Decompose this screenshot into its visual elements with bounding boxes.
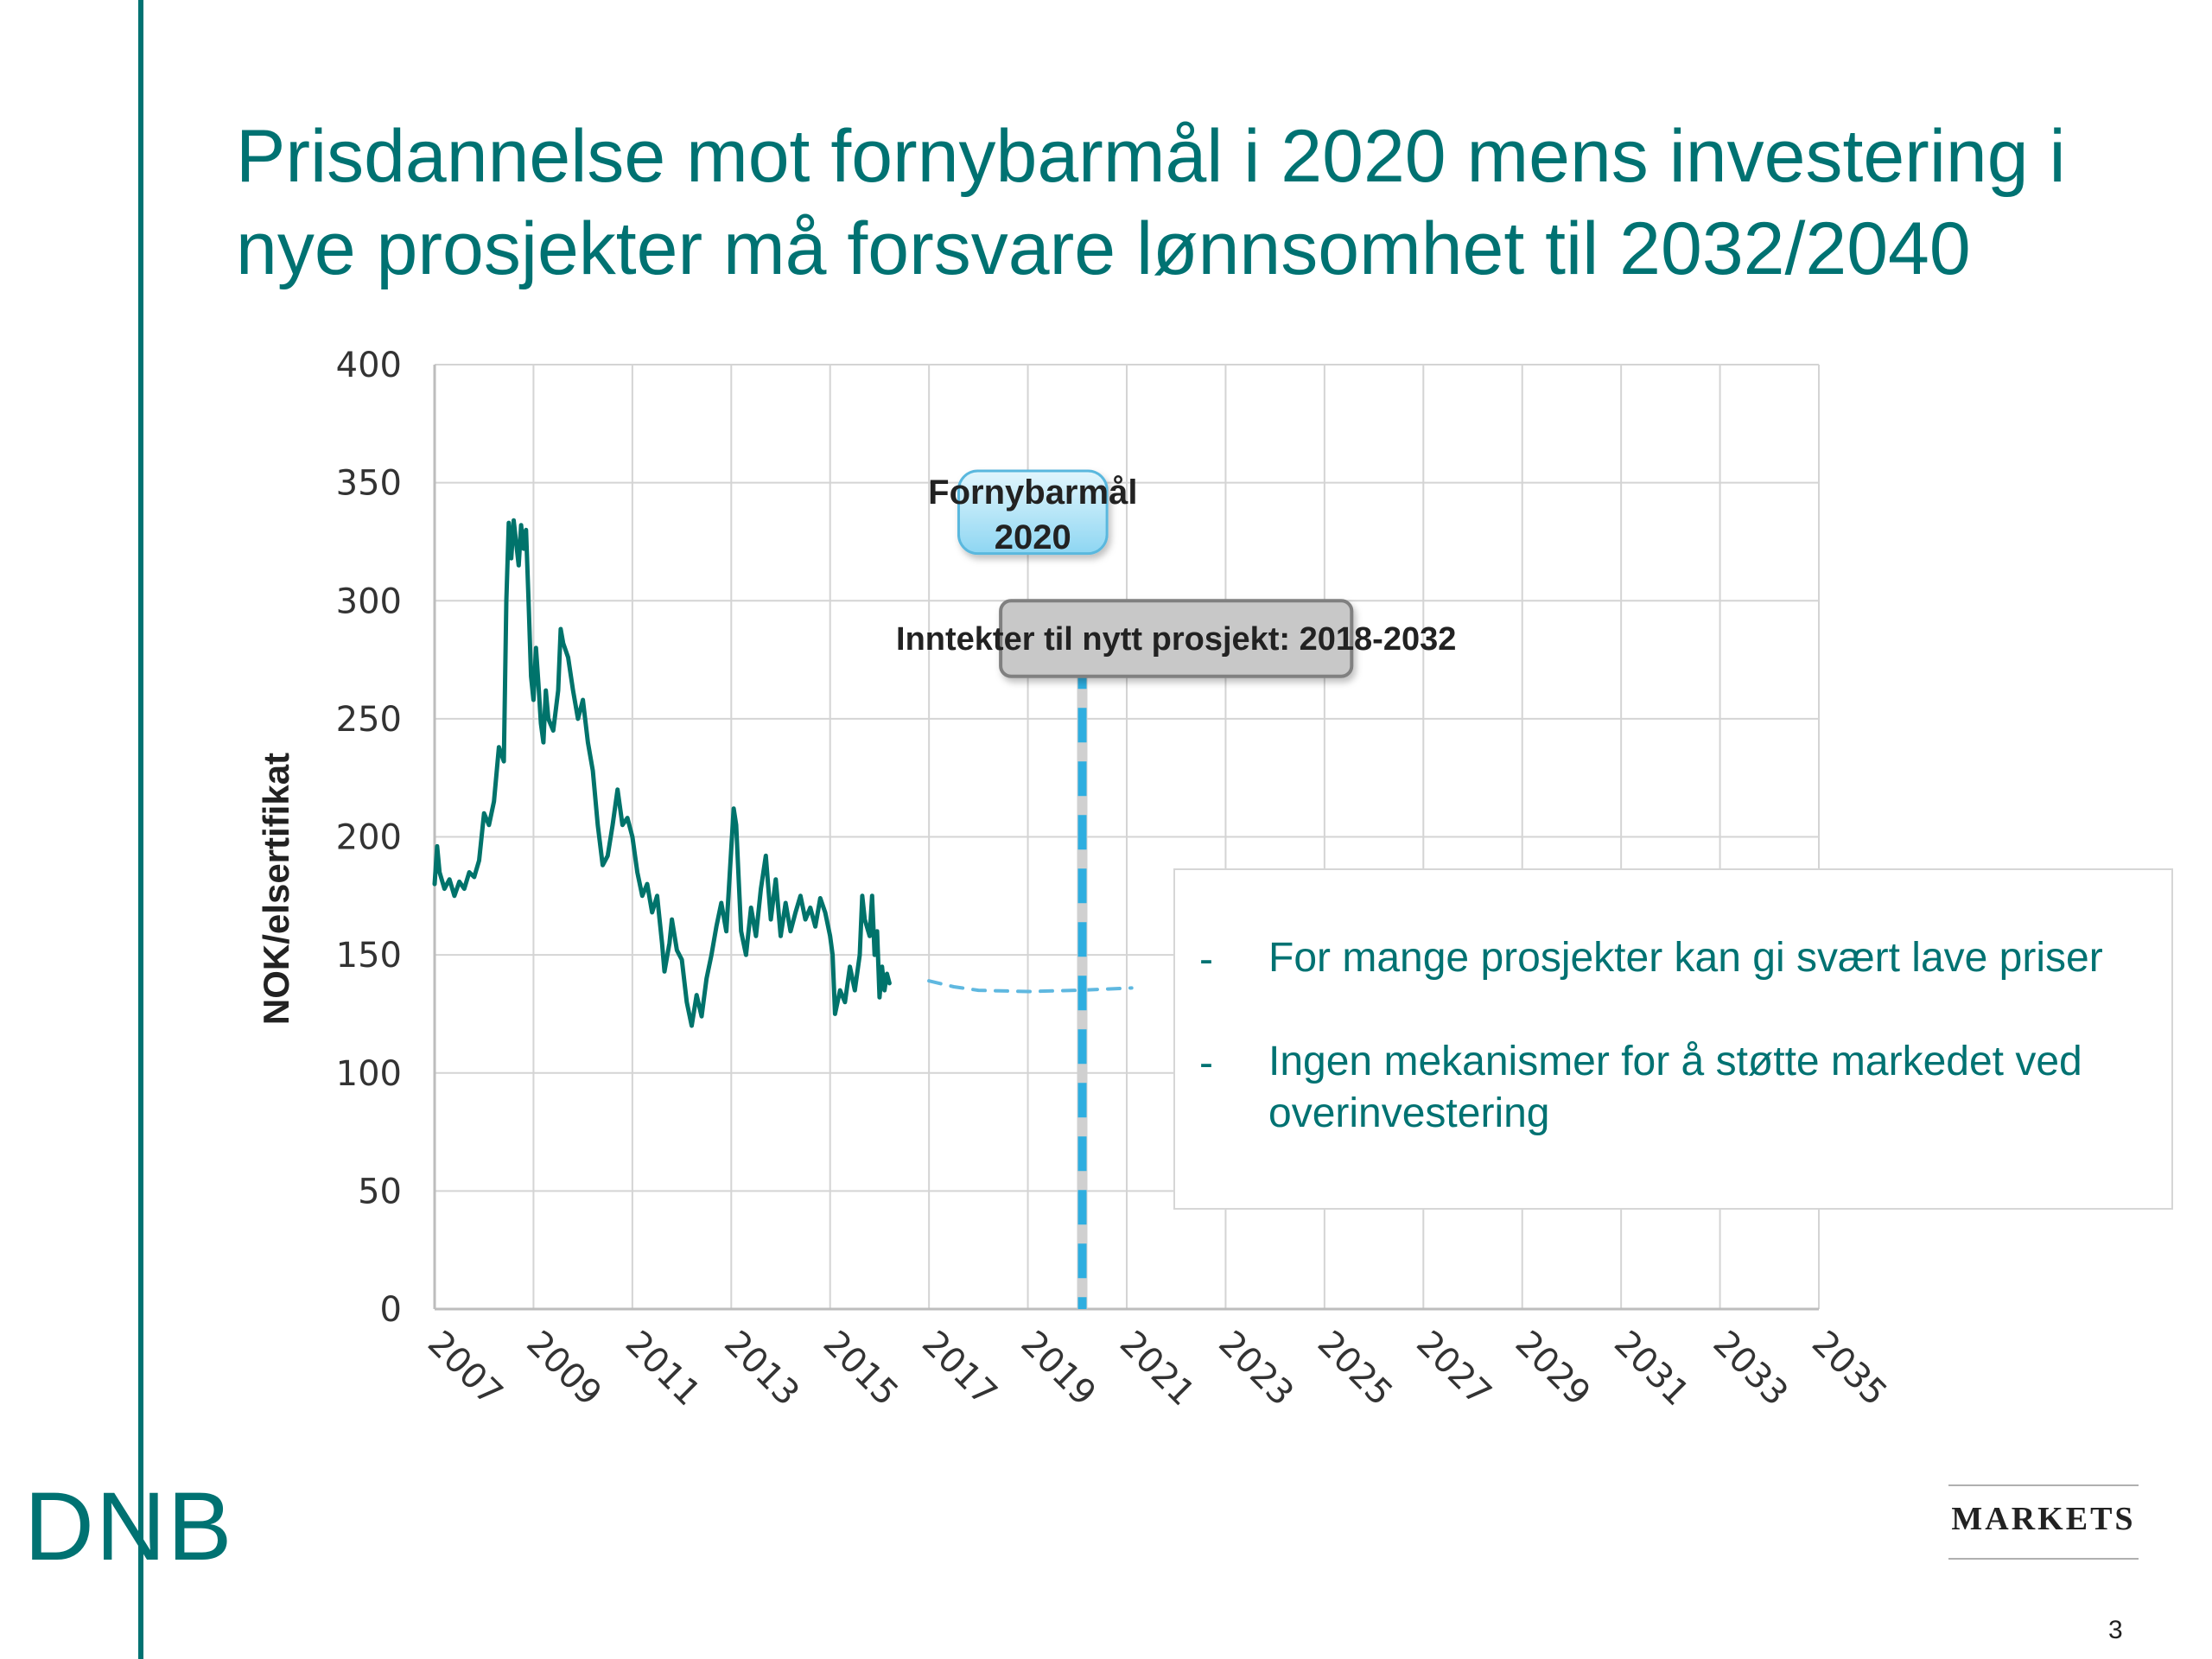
x-tick-label-2013: 2013 bbox=[716, 1324, 807, 1414]
y-tick-label-0: 0 bbox=[380, 1290, 402, 1330]
forecast-dashed-line bbox=[927, 979, 1134, 994]
x-tick-label-2029: 2029 bbox=[1508, 1324, 1599, 1414]
title-line-2: nye prosjekter må forsvare lønnsomhet ti… bbox=[236, 207, 1971, 290]
revenue-period-label: Inntekter til nytt prosjekt: 2018-2032 bbox=[896, 599, 1456, 678]
fornybarmal-label-line-1: Fornybarmål bbox=[928, 474, 1137, 512]
x-tick-label-2027: 2027 bbox=[1408, 1324, 1499, 1414]
y-tick-label-50: 50 bbox=[358, 1172, 402, 1211]
revenue-period-text: Inntekter til nytt prosjekt: 2018-2032 bbox=[896, 621, 1456, 658]
title-line-1: Prisdannelse mot fornybarmål i 2020 mens… bbox=[236, 115, 2066, 198]
markets-brand: MARKETS bbox=[1951, 1501, 2136, 1537]
historical-price-line bbox=[432, 518, 892, 1028]
x-tick-label-2033: 2033 bbox=[1706, 1324, 1796, 1414]
y-axis-ticks: 0 50 100 150 200 250 300 350 400 bbox=[336, 346, 402, 1330]
slide-title: Prisdannelse mot fornybarmål i 2020 mens… bbox=[236, 111, 2163, 296]
x-tick-label-2025: 2025 bbox=[1310, 1324, 1401, 1414]
x-tick-label-2007: 2007 bbox=[420, 1324, 511, 1414]
fornybarmal-label: Fornybarmål 2020 bbox=[928, 469, 1137, 556]
y-tick-label-300: 300 bbox=[336, 582, 402, 621]
bullet-text-2: Ingen mekanismer for å støtte markedet v… bbox=[1268, 1039, 2082, 1136]
bullet-marker-1: - bbox=[1199, 937, 1213, 982]
x-tick-label-2009: 2009 bbox=[518, 1324, 609, 1414]
y-tick-label-150: 150 bbox=[336, 936, 402, 976]
x-axis-ticks: 2007 2009 2011 2013 2015 2017 2019 2021 2023 2025… bbox=[420, 1324, 1895, 1414]
page-number: 3 bbox=[2108, 1616, 2123, 1644]
y-axis-label: NOK/elsertifikat bbox=[256, 753, 296, 1025]
x-tick-label-2019: 2019 bbox=[1014, 1324, 1104, 1414]
bullet-text-1: For mange prosjekter kan gi svært lave p… bbox=[1268, 935, 2103, 981]
x-tick-label-2011: 2011 bbox=[618, 1324, 709, 1414]
bullet-marker-2: - bbox=[1199, 1040, 1213, 1086]
x-tick-label-2017: 2017 bbox=[914, 1324, 1005, 1414]
x-tick-label-2035: 2035 bbox=[1804, 1324, 1895, 1414]
y-tick-label-250: 250 bbox=[336, 700, 402, 740]
x-tick-label-2021: 2021 bbox=[1112, 1324, 1203, 1414]
y-tick-label-200: 200 bbox=[336, 818, 402, 858]
y-tick-label-400: 400 bbox=[336, 346, 402, 385]
x-tick-label-2023: 2023 bbox=[1211, 1324, 1301, 1414]
markets-rule-bottom bbox=[1948, 1558, 2139, 1560]
x-tick-label-2015: 2015 bbox=[816, 1324, 906, 1414]
markets-rule-top bbox=[1948, 1484, 2139, 1486]
fornybarmal-label-line-2: 2020 bbox=[995, 518, 1071, 556]
dnb-logo: DNB bbox=[24, 1472, 234, 1580]
left-accent-line bbox=[138, 0, 143, 1659]
y-tick-label-100: 100 bbox=[336, 1054, 402, 1094]
x-tick-label-2031: 2031 bbox=[1606, 1324, 1697, 1414]
y-tick-label-350: 350 bbox=[336, 464, 402, 504]
bullet-callout-box: - For mange prosjekter kan gi svært lave… bbox=[1173, 868, 2173, 1210]
